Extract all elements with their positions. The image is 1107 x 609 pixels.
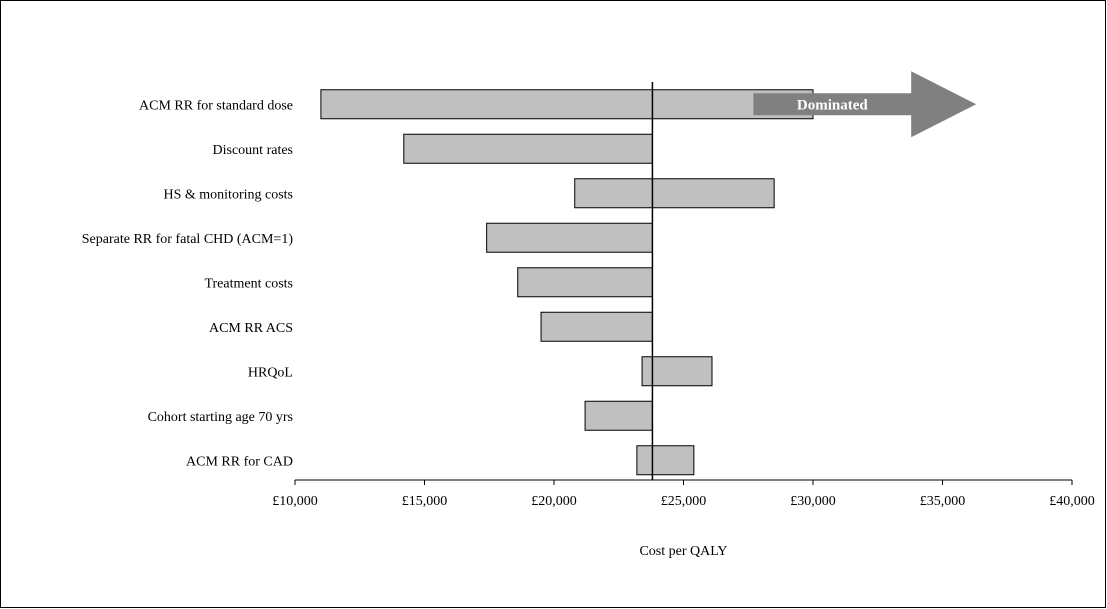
category-label-1: ACM RR for standard dose <box>139 98 293 113</box>
x-tick-label-2: £15,000 <box>402 494 448 509</box>
dominated-arrow-shape <box>753 71 977 138</box>
bar-9 <box>636 445 695 476</box>
x-tick-label-7: £40,000 <box>1049 494 1095 509</box>
bar-4 <box>486 222 653 253</box>
x-tick-label-1: £10,000 <box>272 494 318 509</box>
dominated-arrow-group: Dominated <box>753 71 977 138</box>
x-tick-label-5: £30,000 <box>790 494 836 509</box>
category-label-5: Treatment costs <box>204 276 293 291</box>
x-ticks-group: £10,000 £15,000 £20,000 £25,000 £30,000 £35,0… <box>272 480 1095 509</box>
category-labels-group: ACM RR for standard dose Discount rates HS… <box>82 98 294 469</box>
bar-3 <box>574 178 775 209</box>
category-label-7: HRQoL <box>248 365 293 380</box>
category-label-9: ACM RR for CAD <box>186 454 293 469</box>
dominated-label: Dominated <box>797 97 868 113</box>
bar-7 <box>641 356 713 387</box>
category-label-4: Separate RR for fatal CHD (ACM=1) <box>82 232 294 247</box>
category-label-2: Discount rates <box>213 143 293 158</box>
category-label-3: HS & monitoring costs <box>163 187 293 202</box>
category-label-8: Cohort starting age 70 yrs <box>148 410 293 425</box>
x-tick-label-3: £20,000 <box>531 494 577 509</box>
bar-8 <box>584 400 653 431</box>
x-axis-title: Cost per QALY <box>639 544 727 559</box>
x-tick-label-6: £35,000 <box>920 494 966 509</box>
category-label-6: ACM RR ACS <box>209 321 293 336</box>
bar-1 <box>320 89 814 120</box>
bar-2 <box>403 133 653 164</box>
bars-group <box>320 89 814 476</box>
bar-6 <box>540 311 653 342</box>
bar-5 <box>517 267 653 298</box>
x-tick-label-4: £25,000 <box>661 494 707 509</box>
